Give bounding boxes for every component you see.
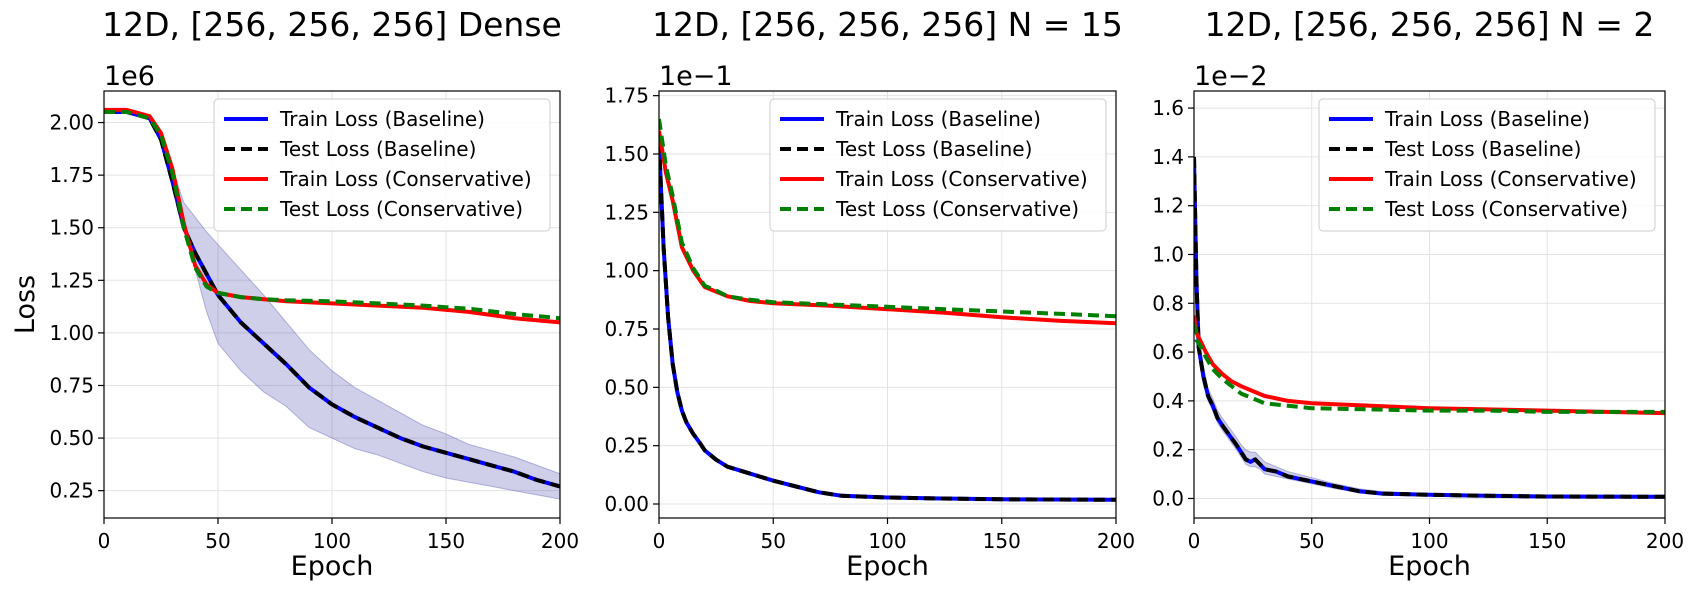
legend-label-3: Train Loss (Conservative) bbox=[279, 167, 532, 191]
x-tick-label: 100 bbox=[313, 529, 351, 553]
x-tick-label: 0 bbox=[653, 529, 666, 553]
y-tick-label: 0.6 bbox=[1152, 340, 1184, 364]
legend-label-4: Test Loss (Conservative) bbox=[279, 197, 523, 221]
x-tick-label: 200 bbox=[541, 529, 579, 553]
y-tick-label: 0.2 bbox=[1152, 438, 1184, 462]
legend-label-3: Train Loss (Conservative) bbox=[1384, 167, 1637, 191]
baseline-variance-band bbox=[104, 111, 560, 500]
x-tick-label: 200 bbox=[1097, 529, 1135, 553]
y-tick-label: 1.75 bbox=[604, 84, 649, 108]
x-tick-label: 150 bbox=[1528, 529, 1566, 553]
chart-panel-3: 0 50 100 150 200 0.0 0.2 0.4 0.6 0.8 1.0 1.2 1.4 1.6 1… bbox=[1152, 5, 1684, 582]
legend-box bbox=[213, 98, 551, 232]
x-tick-label: 150 bbox=[983, 529, 1021, 553]
x-tick-label: 150 bbox=[427, 529, 465, 553]
legend-label-2: Test Loss (Baseline) bbox=[279, 137, 476, 161]
y-tick-label: 0.75 bbox=[49, 373, 94, 397]
legend: Train Loss (Baseline) Test Loss (Baseline… bbox=[1318, 98, 1656, 232]
series-line-4 bbox=[104, 110, 560, 321]
chart-title: 12D, [256, 256, 256] N = 15 bbox=[652, 5, 1123, 44]
chart-panel-2: 0 50 100 150 200 0.00 0.25 0.50 0.75 1.00 1.25 1.50… bbox=[604, 5, 1135, 582]
y-tick-label: 1.6 bbox=[1152, 96, 1184, 120]
x-axis-label: Epoch bbox=[291, 551, 374, 582]
y-tick-label: 0.75 bbox=[604, 317, 649, 341]
y-tick-label: 1.4 bbox=[1152, 145, 1184, 169]
series-group bbox=[1194, 151, 1665, 499]
y-tick-label: 1.25 bbox=[49, 268, 94, 292]
y-axis-label: Loss bbox=[10, 275, 41, 334]
chart-title: 12D, [256, 256, 256] Dense bbox=[102, 5, 562, 44]
y-tick-label: 2.00 bbox=[49, 111, 94, 135]
series-line-2 bbox=[104, 110, 560, 489]
series-line-4 bbox=[1194, 322, 1665, 414]
legend-label-3: Train Loss (Conservative) bbox=[835, 167, 1088, 191]
y-scale-offset: 1e−1 bbox=[659, 61, 733, 92]
legend-label-1: Train Loss (Baseline) bbox=[1384, 107, 1590, 131]
series-line-2 bbox=[659, 142, 1116, 502]
x-tick-label: 0 bbox=[98, 529, 111, 553]
legend-label-2: Test Loss (Baseline) bbox=[1384, 137, 1581, 161]
y-tick-label: 0.50 bbox=[604, 375, 649, 399]
y-tick-label: 1.2 bbox=[1152, 194, 1184, 218]
series-group bbox=[659, 118, 1116, 502]
y-scale-offset: 1e−2 bbox=[1194, 61, 1268, 92]
x-tick-label: 100 bbox=[868, 529, 906, 553]
x-tick-label: 50 bbox=[761, 529, 786, 553]
y-tick-label: 1.25 bbox=[604, 200, 649, 224]
y-tick-label: 0.8 bbox=[1152, 291, 1184, 315]
legend-box bbox=[769, 98, 1107, 232]
baseline-variance-band bbox=[1194, 151, 1665, 499]
y-tick-label: 1.00 bbox=[49, 321, 94, 345]
series-line-2 bbox=[1194, 156, 1665, 499]
x-tick-label: 50 bbox=[1299, 529, 1324, 553]
x-tick-label: 100 bbox=[1410, 529, 1448, 553]
chart-panel-1: 0 50 100 150 200 0.25 0.50 0.75 1.00 1.25 1.50 1.75… bbox=[10, 5, 579, 582]
x-axis-label: Epoch bbox=[1388, 551, 1471, 582]
series-line-4 bbox=[659, 118, 1116, 319]
legend: Train Loss (Baseline) Test Loss (Baseline… bbox=[769, 98, 1107, 232]
x-tick-label: 0 bbox=[1188, 529, 1201, 553]
legend-box bbox=[1318, 98, 1656, 232]
x-tick-label: 50 bbox=[205, 529, 230, 553]
y-tick-label: 0.4 bbox=[1152, 389, 1184, 413]
chart-title: 12D, [256, 256, 256] N = 2 bbox=[1205, 5, 1655, 44]
legend-label-4: Test Loss (Conservative) bbox=[835, 197, 1079, 221]
y-scale-offset: 1e6 bbox=[104, 61, 155, 92]
y-tick-label: 0.0 bbox=[1152, 486, 1184, 510]
y-tick-label: 1.00 bbox=[604, 259, 649, 283]
y-tick-label: 0.00 bbox=[604, 492, 649, 516]
x-axis-label: Epoch bbox=[846, 551, 929, 582]
y-tick-label: 0.50 bbox=[49, 426, 94, 450]
y-tick-label: 1.0 bbox=[1152, 242, 1184, 266]
y-tick-label: 1.50 bbox=[604, 142, 649, 166]
y-tick-label: 1.75 bbox=[49, 163, 94, 187]
y-tick-label: 1.50 bbox=[49, 216, 94, 240]
legend-label-1: Train Loss (Baseline) bbox=[835, 107, 1041, 131]
y-tick-label: 0.25 bbox=[604, 434, 649, 458]
legend-label-1: Train Loss (Baseline) bbox=[279, 107, 485, 131]
series-group bbox=[104, 107, 560, 500]
x-tick-label: 200 bbox=[1646, 529, 1684, 553]
legend-label-4: Test Loss (Conservative) bbox=[1384, 197, 1628, 221]
legend-label-2: Test Loss (Baseline) bbox=[835, 137, 1032, 161]
legend: Train Loss (Baseline) Test Loss (Baseline… bbox=[213, 98, 551, 232]
y-tick-label: 0.25 bbox=[49, 479, 94, 503]
